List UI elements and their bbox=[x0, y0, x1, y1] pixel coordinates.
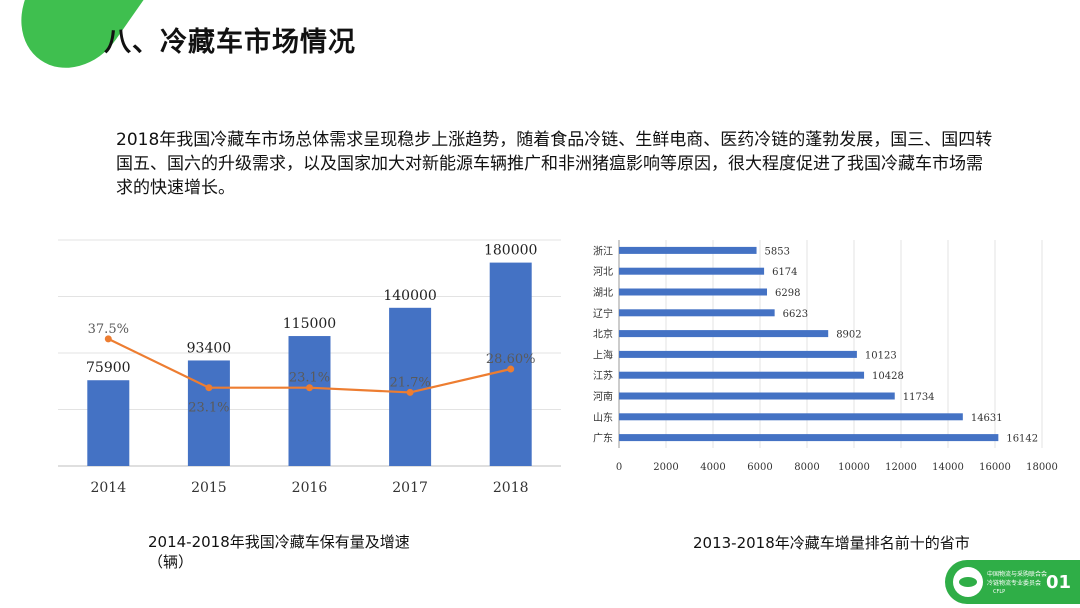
bar bbox=[619, 350, 857, 358]
x-tick-label: 2000 bbox=[653, 462, 678, 473]
growth-rate-point bbox=[406, 388, 414, 396]
chart2-caption: 2013-2018年冷藏车增量排名前十的省市 bbox=[693, 534, 970, 552]
bar-value-label: 93400 bbox=[187, 340, 232, 356]
growth-rate-point bbox=[306, 384, 313, 392]
bar-value-label: 180000 bbox=[484, 243, 537, 259]
chart-province-increase: 0 2000 4000 6000 8000 10000 12000 14000 16000 180… bbox=[593, 240, 1058, 473]
bar bbox=[619, 413, 963, 421]
growth-rate-point bbox=[507, 365, 515, 373]
chart1-caption: 2014-2018年我国冷藏车保有量及增速 （辆） bbox=[148, 532, 410, 572]
growth-rate-point bbox=[104, 335, 112, 343]
growth-rate-label: 23.1% bbox=[289, 371, 330, 386]
page-title: 八、冷藏车市场情况 bbox=[104, 27, 356, 58]
x-tick-label: 12000 bbox=[885, 462, 917, 473]
x-tick-label: 2016 bbox=[292, 480, 328, 496]
bar bbox=[619, 267, 765, 275]
x-tick-label: 8000 bbox=[794, 462, 819, 473]
intro-paragraph: 2018年我国冷藏车市场总体需求呈现稳步上涨趋势，随着食品冷链、生鲜电商、医药冷… bbox=[116, 130, 993, 198]
bar bbox=[619, 392, 895, 400]
bar-value-label: 6174 bbox=[772, 267, 797, 278]
bar bbox=[619, 434, 999, 442]
bar-value-label: 6298 bbox=[775, 288, 800, 299]
logo-org-line3: CFLP bbox=[993, 589, 1006, 595]
bar bbox=[619, 309, 775, 317]
growth-rate-label: 23.1% bbox=[188, 401, 229, 416]
logo-emblem-icon bbox=[953, 567, 983, 597]
logo-org-line2: 冷链物流专业委员会 bbox=[987, 580, 1042, 587]
bar-value-label: 6623 bbox=[783, 309, 808, 320]
footer-logo: 中国物流与采购联合会 冷链物流专业委员会 CFLP 01 bbox=[945, 560, 1080, 604]
x-tick-label: 2014 bbox=[90, 480, 126, 496]
bar-value-label: 11734 bbox=[903, 392, 935, 403]
x-tick-label: 2015 bbox=[191, 480, 227, 496]
chart-fleet-size: 75900 2014 93400 2015 115000 2016 140000 2017 18… bbox=[58, 239, 561, 496]
bar bbox=[389, 307, 432, 466]
y-tick-label: 河南 bbox=[593, 390, 613, 403]
x-tick-label: 18000 bbox=[1026, 462, 1058, 473]
y-tick-label: 浙江 bbox=[593, 245, 613, 257]
bar bbox=[489, 262, 532, 466]
bar bbox=[619, 246, 757, 254]
bar-value-label: 14631 bbox=[971, 413, 1003, 424]
bar-value-label: 8902 bbox=[836, 330, 861, 341]
bar-value-label: 140000 bbox=[383, 288, 436, 304]
y-tick-label: 辽宁 bbox=[593, 307, 613, 320]
y-tick-label: 湖北 bbox=[593, 287, 613, 299]
growth-rate-label: 37.5% bbox=[88, 322, 129, 337]
y-tick-label: 广东 bbox=[593, 432, 613, 445]
bar-value-label: 115000 bbox=[283, 316, 336, 332]
chart1-caption-line1: 2014-2018年我国冷藏车保有量及增速 bbox=[148, 533, 410, 551]
y-tick-label: 上海 bbox=[593, 348, 613, 361]
bar-value-label: 5853 bbox=[765, 246, 790, 257]
page-number: 01 bbox=[1046, 572, 1072, 593]
bar bbox=[288, 336, 331, 466]
x-tick-label: 0 bbox=[616, 462, 622, 473]
x-tick-label: 16000 bbox=[979, 462, 1011, 473]
bar bbox=[187, 360, 230, 466]
growth-rate-label: 21.7% bbox=[389, 375, 430, 390]
x-tick-label: 10000 bbox=[838, 462, 870, 473]
logo-org-line1: 中国物流与采购联合会 bbox=[987, 571, 1048, 578]
y-tick-label: 江苏 bbox=[593, 369, 613, 382]
bar bbox=[619, 371, 865, 379]
bar-value-label: 75900 bbox=[86, 360, 131, 376]
x-tick-label: 6000 bbox=[747, 462, 772, 473]
y-tick-label: 山东 bbox=[593, 411, 613, 424]
x-tick-label: 2017 bbox=[392, 480, 428, 496]
y-tick-label: 河北 bbox=[593, 266, 613, 278]
bar-value-label: 10123 bbox=[865, 350, 897, 361]
bar-value-label: 16142 bbox=[1006, 434, 1038, 445]
bar bbox=[87, 380, 130, 466]
y-tick-label: 北京 bbox=[593, 328, 613, 341]
chart1-caption-line2: （辆） bbox=[148, 553, 194, 571]
bar bbox=[619, 288, 768, 296]
x-tick-label: 2018 bbox=[493, 480, 529, 496]
growth-rate-point bbox=[205, 384, 213, 392]
growth-rate-label: 28.60% bbox=[486, 352, 536, 367]
bar-value-label: 10428 bbox=[872, 371, 904, 382]
bar bbox=[619, 330, 829, 338]
x-tick-label: 4000 bbox=[700, 462, 725, 473]
x-tick-label: 14000 bbox=[932, 462, 964, 473]
